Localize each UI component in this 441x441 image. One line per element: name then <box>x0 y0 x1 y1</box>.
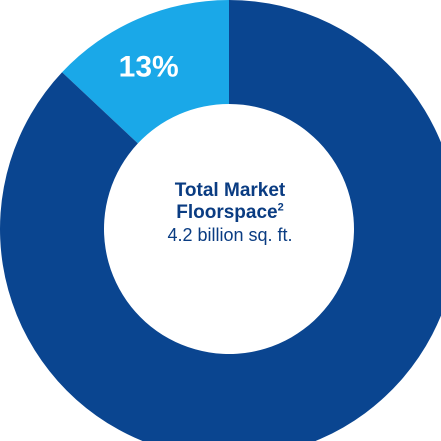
center-title-line2: Floorspace2 <box>120 202 340 224</box>
center-label: Total Market Floorspace2 4.2 billion sq.… <box>120 180 340 246</box>
footnote-superscript: 2 <box>277 201 284 214</box>
center-title-line2-text: Floorspace <box>176 202 278 223</box>
donut-slice-0 <box>62 0 229 144</box>
center-value: 4.2 billion sq. ft. <box>167 225 293 245</box>
slice-label-0: 13% <box>119 51 179 84</box>
center-title-line1: Total Market <box>174 180 286 201</box>
